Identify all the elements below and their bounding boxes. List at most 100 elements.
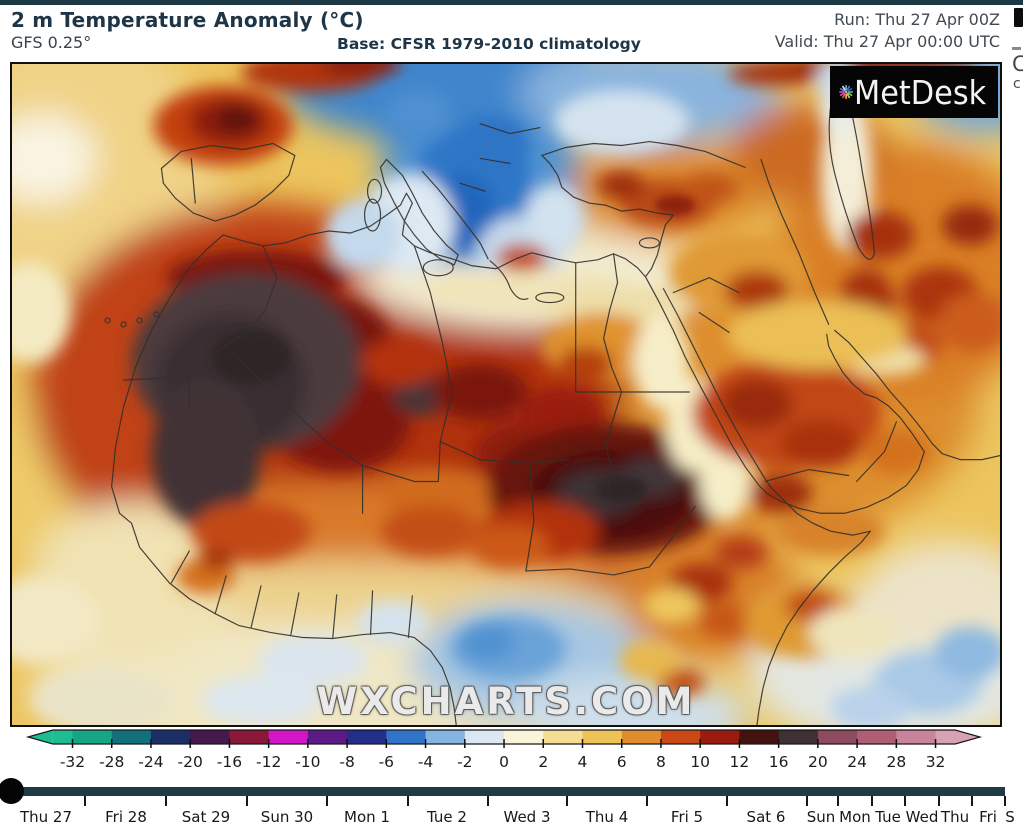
colorbar-segment [896, 730, 937, 744]
timeline-day-label[interactable]: Wed 3 [503, 808, 551, 826]
timeline-day-label[interactable]: Sat 6 [746, 808, 786, 826]
timeline-day-label[interactable]: Thu [940, 808, 970, 826]
colorbar-segment [739, 730, 780, 744]
timeline-tick [971, 796, 973, 806]
colorbar-segment [660, 730, 701, 744]
colorbar-tick-label: 12 [730, 753, 750, 771]
timeline-tick [1004, 796, 1006, 806]
timeline-day-label[interactable]: Wed [905, 808, 939, 826]
colorbar-tick-label: 6 [617, 753, 627, 771]
colorbar-tick-label: -28 [99, 753, 124, 771]
colorbar-segment [111, 730, 152, 744]
edge-cutoff-text-small: c [1013, 76, 1021, 92]
colorbar-segment [150, 730, 191, 744]
colorbar-outline [25, 729, 983, 745]
timeline-tick [165, 796, 167, 806]
run-time-label: Run: Thu 27 Apr 00Z [834, 10, 1000, 29]
colorbar-segment [935, 730, 956, 744]
page-title: 2 m Temperature Anomaly (°C) [11, 8, 364, 32]
colorbar-segment [190, 730, 231, 744]
timeline-day-label[interactable]: Fri [979, 808, 997, 826]
colorbar-tick-label: -4 [418, 753, 433, 771]
edge-cutoff-text: C [1012, 52, 1023, 76]
weather-map: MetDesk WXCHARTS.COM [10, 62, 1002, 727]
timeline-tick [326, 796, 328, 806]
timeline-knob[interactable] [0, 778, 24, 804]
timeline-day-label[interactable]: Thu 4 [585, 808, 629, 826]
colorbar-tick-label: 32 [926, 753, 946, 771]
timeline-day-label[interactable]: Mon 1 [344, 808, 390, 826]
timeline-tick [726, 796, 728, 806]
coastlines-and-borders [104, 88, 1000, 725]
colorbar-segment [425, 730, 466, 744]
timeline-day-label[interactable]: Sun 30 [260, 808, 314, 826]
colorbar-tick-label: 16 [769, 753, 789, 771]
colorbar-segment [778, 730, 819, 744]
timeline-tick [904, 796, 906, 806]
wxcharts-watermark: WXCHARTS.COM [316, 680, 696, 723]
timeline-day-label[interactable]: Thu 27 [19, 808, 73, 826]
timeline-tick [84, 796, 86, 806]
colorbar-segment [464, 730, 505, 744]
colorbar-tick-label: -2 [457, 753, 472, 771]
colorbar-tick-label: 10 [690, 753, 710, 771]
colorbar-tick-label: -8 [339, 753, 354, 771]
base-climatology-label: Base: CFSR 1979-2010 climatology [337, 35, 641, 53]
timeline-track[interactable] [0, 787, 1005, 796]
timeline-day-label[interactable]: Tue 2 [427, 808, 467, 826]
colorbar-tick-label: -10 [295, 753, 320, 771]
timeline-tick [871, 796, 873, 806]
colorbar-right-arrow [955, 730, 980, 744]
colorbar-segment [268, 730, 309, 744]
colorbar-segment [386, 730, 427, 744]
timeline-tick [938, 796, 940, 806]
colorbar-tick-label: -20 [178, 753, 203, 771]
timeline-day-label[interactable]: Sun [806, 808, 836, 826]
colorbar-segment [72, 730, 113, 744]
colorbar-scale: -32 -28 -24 -20 -16 -12 -10 -8 -6 -4 -2 0 2 4 6 8 10 12 16… [25, 729, 983, 771]
metdesk-logo: MetDesk [830, 66, 998, 118]
metdesk-logo-text: MetDesk [854, 72, 987, 112]
valid-time-label: Valid: Thu 27 Apr 00:00 UTC [774, 32, 1000, 51]
colorbar-segment [347, 730, 387, 744]
colorbar-tick-label: 24 [847, 753, 867, 771]
anomaly-cores [211, 195, 696, 504]
timeline-tick [806, 796, 808, 806]
metdesk-pinwheel-icon [839, 84, 854, 100]
colorbar-tick-label: -24 [138, 753, 163, 771]
timeline-day-label[interactable]: Fri 5 [670, 808, 704, 826]
colorbar-segment [621, 730, 662, 744]
timeline-day-label[interactable]: Fri 28 [105, 808, 147, 826]
colorbar-tick-label: 20 [808, 753, 828, 771]
colorbar-segment [504, 730, 544, 744]
colorbar-segment [229, 730, 270, 744]
colorbar-left-arrow [28, 730, 53, 744]
timeline-day-label[interactable]: Tue [875, 808, 901, 826]
top-accent-bar [0, 0, 1023, 5]
timeline-tick [566, 796, 568, 806]
timeline-tick [407, 796, 409, 806]
colorbar-segment [817, 730, 858, 744]
timeline-day-label[interactable]: S [1005, 808, 1015, 826]
timeline-tick [837, 796, 839, 806]
colorbar: -32 -28 -24 -20 -16 -12 -10 -8 -6 -4 -2 0 2 4 6 8 10 12 16… [0, 727, 1023, 775]
colorbar-segment [582, 730, 623, 744]
timeline-tick [487, 796, 489, 806]
timeline: Thu 27 Fri 28 Sat 29 Sun 30 Mon 1 Tue 2 Wed 3 T… [0, 774, 1023, 831]
edge-cutoff-square [1014, 8, 1023, 27]
edge-cutoff-dash [1012, 47, 1021, 50]
colorbar-tick-label: 4 [578, 753, 588, 771]
colorbar-segment [857, 730, 897, 744]
colorbar-tick-label: -32 [60, 753, 85, 771]
timeline-tick [246, 796, 248, 806]
timeline-tick [646, 796, 648, 806]
colorbar-tick-label: -16 [217, 753, 242, 771]
colorbar-segment [307, 730, 348, 744]
colorbar-tick-label: 0 [499, 753, 509, 771]
colorbar-segment [700, 730, 741, 744]
colorbar-tick-label: -6 [379, 753, 394, 771]
timeline-day-label[interactable]: Mon [839, 808, 871, 826]
timeline-day-label[interactable]: Sat 29 [181, 808, 231, 826]
colorbar-segment [543, 730, 584, 744]
